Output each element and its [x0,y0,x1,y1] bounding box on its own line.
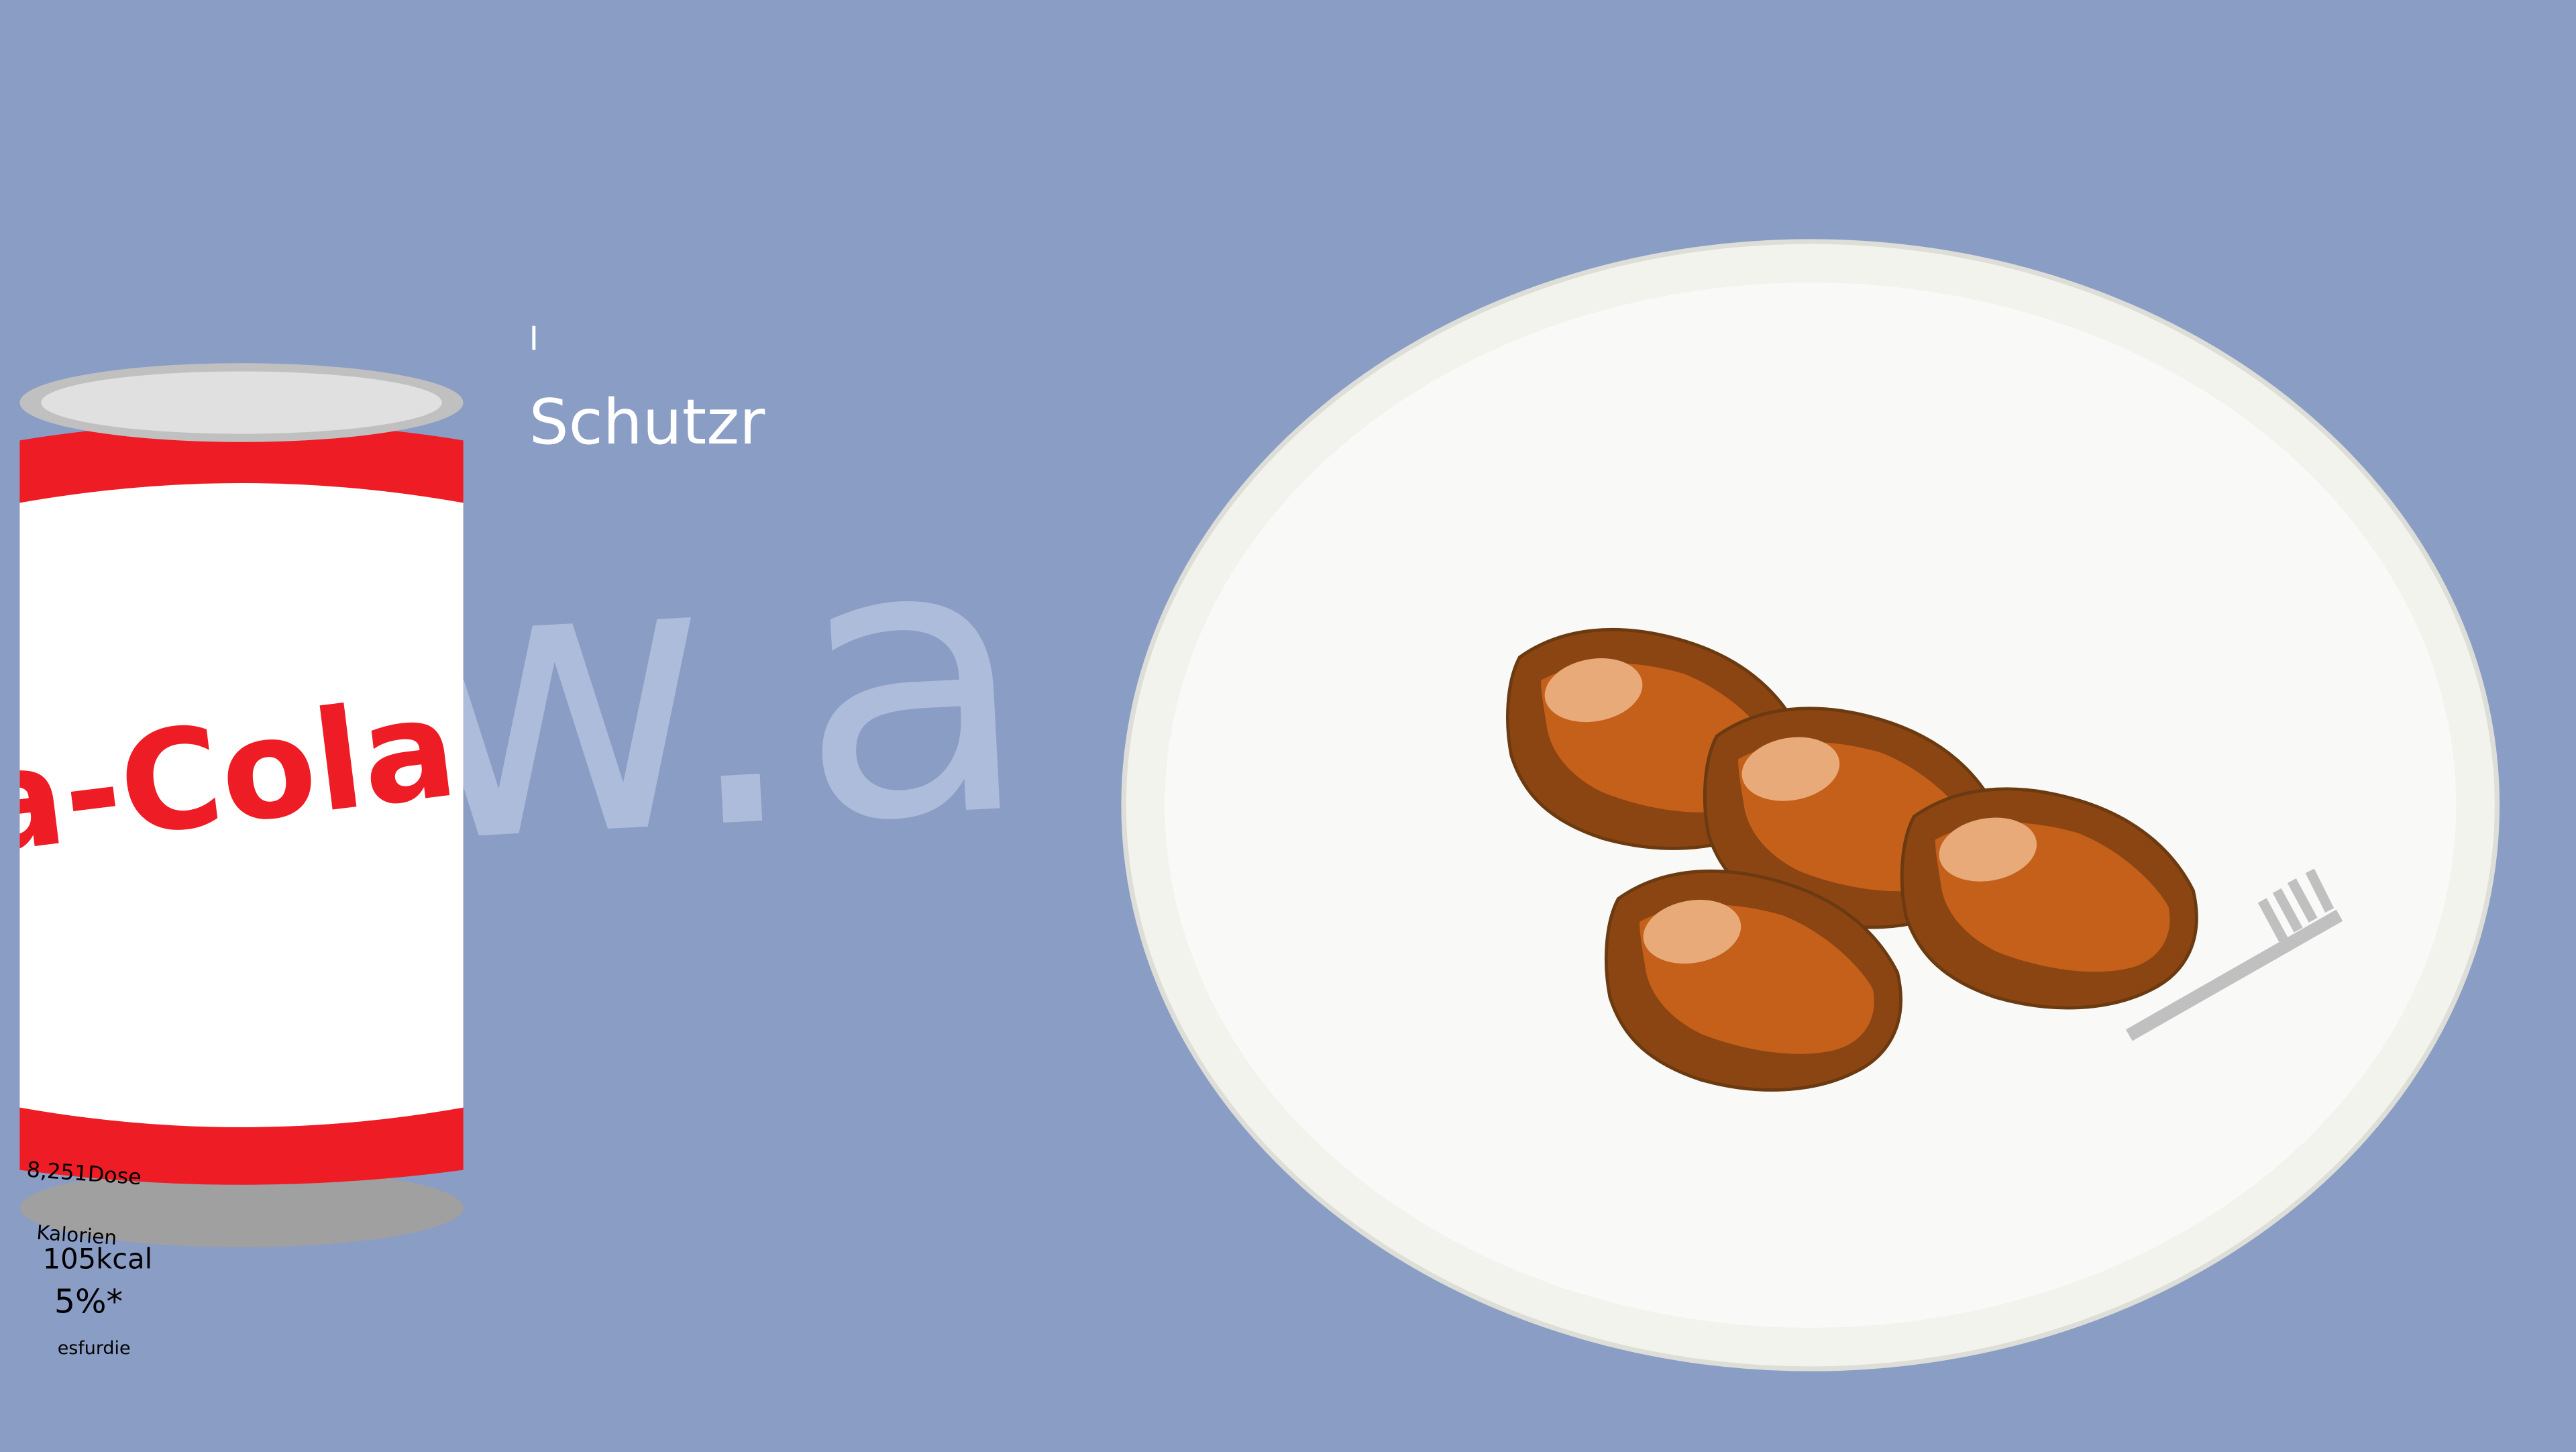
can-lid-inner [41,371,442,434]
calorie-label-text: Kalorien [36,1221,117,1249]
can-bottom [19,1168,464,1247]
watermark-text: w.a [390,456,1038,928]
fork-icon [2126,868,2343,1041]
headline-mark: I [529,320,539,358]
headline-text: Schutzr [529,386,765,458]
soda-can: a-Cola [19,363,464,1247]
nutrition-info: 8,251Dose Kalorien 105kcal 5%* esfurdie [26,1157,153,1359]
percent-text: 5%* [54,1283,123,1321]
can-label-band [19,483,464,1127]
footnote-text: esfurdie [58,1338,131,1359]
energy-text: 105kcal [43,1243,153,1276]
